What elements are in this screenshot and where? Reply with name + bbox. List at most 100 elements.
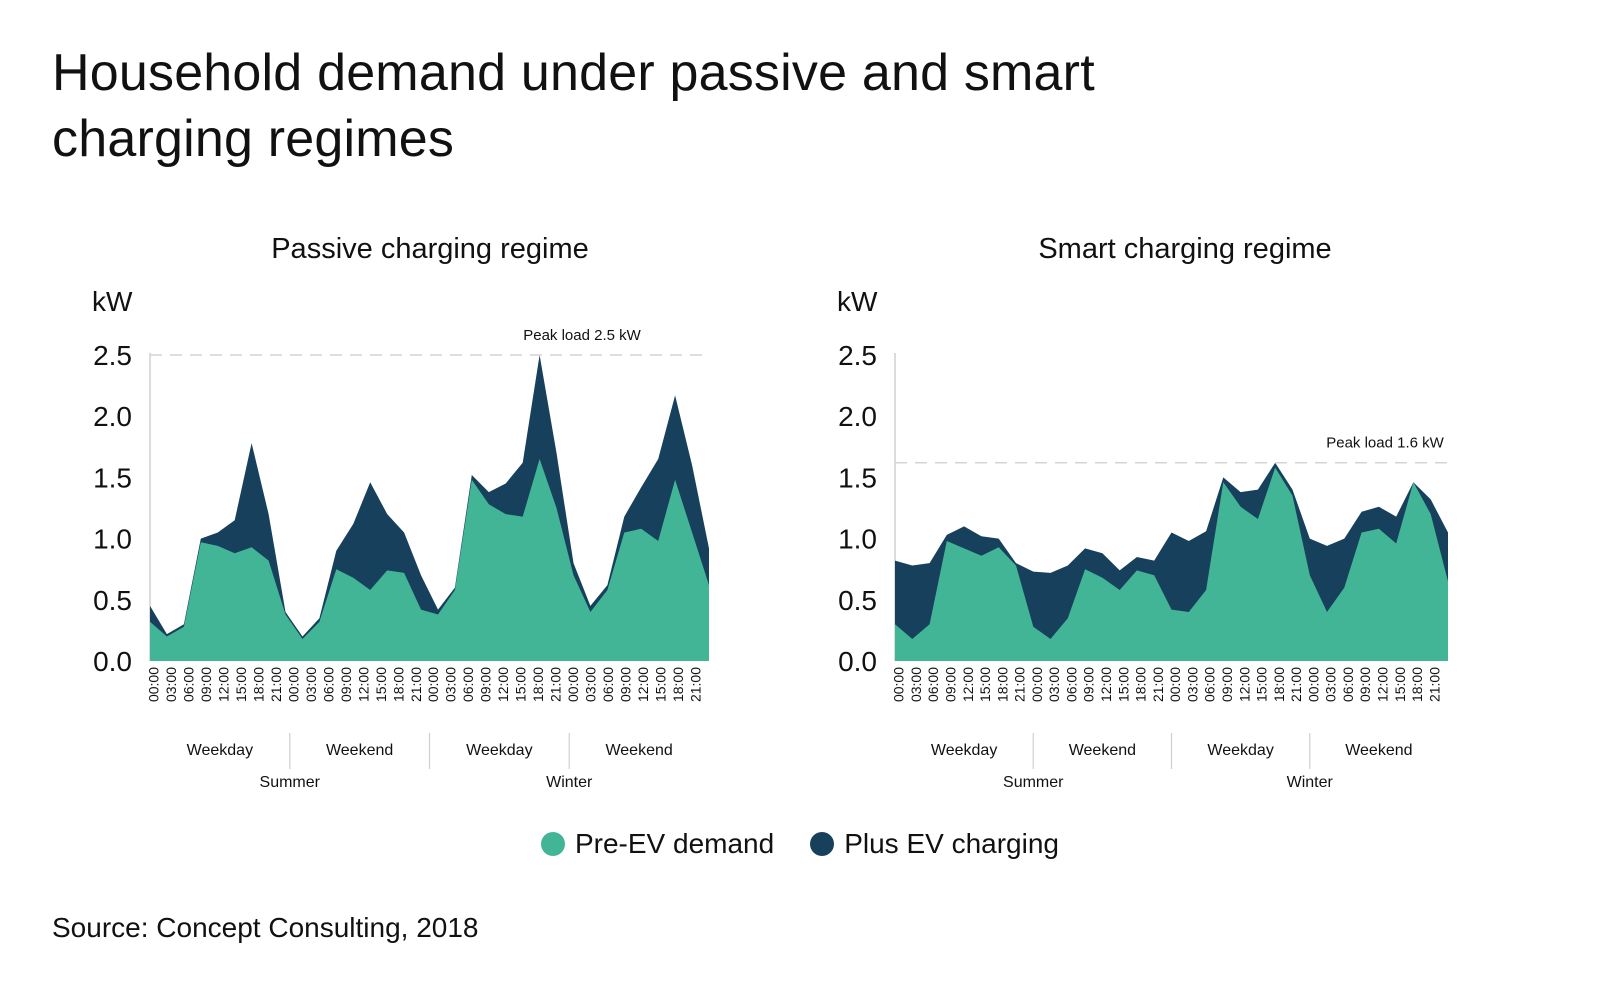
x-tick-label: 09:00 (1219, 667, 1235, 702)
y-tick-label: 2.0 (93, 401, 132, 432)
x-tick-label: 18:00 (994, 667, 1010, 702)
legend-swatch-pre-ev-icon (540, 832, 565, 856)
chart-title: Passive charging regime (271, 233, 589, 265)
x-tick-label: 09:00 (1357, 667, 1373, 702)
legend-swatch-plus-ev-icon (810, 832, 835, 856)
y-tick-label: 0.5 (93, 585, 132, 616)
x-tick-label: 15:00 (373, 667, 389, 702)
area-pre-ev-demand (895, 467, 1448, 661)
chart-svg: kW 0.0 0.5 1.0 1.5 2.0 2.5 Peak load 1.6 kW 00:0… (837, 286, 1448, 791)
x-tick-label: 00:00 (891, 667, 907, 702)
x-tick-label: 21:00 (408, 667, 424, 702)
x-tick-label: 00:00 (1305, 667, 1321, 702)
x-tick-label: 12:00 (1375, 667, 1391, 702)
y-tick-label: 1.0 (93, 524, 132, 555)
area-pre-ev-demand (150, 459, 709, 661)
x-tick-label: 03:00 (1046, 667, 1062, 702)
x-tick-label: 09:00 (198, 667, 214, 702)
x-tick-label: 06:00 (460, 667, 476, 702)
x-tick-label: 06:00 (1340, 667, 1356, 702)
peak-load-annotation: Peak load 2.5 kW (523, 327, 641, 344)
x-tick-label: 03:00 (163, 667, 179, 702)
chart-smart: Smart charging regime kW 0.0 0.5 1.0 1.5 2.0 2… (815, 225, 1555, 805)
x-tick-label: 18:00 (251, 667, 267, 702)
y-tick-label: 2.5 (838, 340, 877, 371)
x-tick-label: 12:00 (1098, 667, 1114, 702)
x-tick-label: 06:00 (1063, 667, 1079, 702)
chart-svg: kW 0.0 0.5 1.0 1.5 2.0 2.5 Peak load 2.5 kW 00:0… (92, 286, 709, 791)
y-tick-label: 0.0 (93, 646, 132, 677)
x-tick-label: 12:00 (960, 667, 976, 702)
group-label: Weekend (326, 742, 393, 759)
x-tick-label: 06:00 (1202, 667, 1218, 702)
x-tick-label: 18:00 (670, 667, 686, 702)
legend-item-plus-ev: Plus EV charging (810, 828, 1059, 860)
x-tick-label: 15:00 (1254, 667, 1270, 702)
x-tick-label: 18:00 (1271, 667, 1287, 702)
x-tick-label: 18:00 (1133, 667, 1149, 702)
peak-load-annotation: Peak load 1.6 kW (1326, 435, 1444, 452)
y-tick-label: 1.0 (838, 524, 877, 555)
x-tick-label: 09:00 (942, 667, 958, 702)
x-tick-label: 15:00 (513, 667, 529, 702)
x-tick-label: 03:00 (443, 667, 459, 702)
x-tick-label: 09:00 (617, 667, 633, 702)
y-tick-label: 1.5 (838, 462, 877, 493)
group-label: Weekday (466, 742, 532, 759)
y-axis-unit: kW (837, 286, 878, 317)
x-tick-label: 09:00 (338, 667, 354, 702)
x-tick-label: 03:00 (1323, 667, 1339, 702)
x-tick-label: 21:00 (268, 667, 284, 702)
x-tick-label: 03:00 (1184, 667, 1200, 702)
y-axis-unit: kW (92, 286, 133, 317)
x-tick-label: 06:00 (925, 667, 941, 702)
x-tick-label: 00:00 (425, 667, 441, 702)
chart-title: Smart charging regime (1038, 233, 1332, 265)
x-tick-label: 06:00 (181, 667, 197, 702)
x-tick-label: 09:00 (478, 667, 494, 702)
x-tick-label: 15:00 (233, 667, 249, 702)
y-tick-label: 0.5 (838, 585, 877, 616)
x-tick-label: 12:00 (1236, 667, 1252, 702)
group-label: Weekday (1207, 742, 1273, 759)
legend-item-pre-ev: Pre-EV demand (540, 828, 774, 860)
x-tick-label: 00:00 (1167, 667, 1183, 702)
x-tick-label: 15:00 (977, 667, 993, 702)
x-tick-label: 03:00 (908, 667, 924, 702)
x-tick-label: 00:00 (1029, 667, 1045, 702)
x-tick-label: 00:00 (565, 667, 581, 702)
chart-passive: Passive charging regime kW 0.0 0.5 1.0 1.5 2.… (60, 225, 800, 805)
x-tick-label: 21:00 (1150, 667, 1166, 702)
season-label: Summer (1003, 774, 1064, 791)
x-tick-label: 15:00 (1392, 667, 1408, 702)
x-tick-label: 00:00 (285, 667, 301, 702)
y-tick-label: 1.5 (93, 462, 132, 493)
season-label: Winter (1287, 774, 1334, 791)
x-tick-label: 18:00 (390, 667, 406, 702)
x-tick-label: 21:00 (1426, 667, 1442, 702)
group-label: Weekday (187, 742, 253, 759)
x-tick-label: 21:00 (548, 667, 564, 702)
group-label: Weekday (931, 742, 997, 759)
y-tick-label: 0.0 (838, 646, 877, 677)
x-tick-label: 06:00 (600, 667, 616, 702)
y-tick-label: 2.0 (838, 401, 877, 432)
page-title: Household demand under passive and smart… (52, 44, 1095, 168)
group-label: Weekend (1345, 742, 1412, 759)
x-tick-label: 12:00 (355, 667, 371, 702)
x-tick-label: 12:00 (635, 667, 651, 702)
legend-label: Plus EV charging (844, 828, 1059, 859)
group-label: Weekend (1069, 742, 1136, 759)
x-tick-label: 03:00 (303, 667, 319, 702)
x-tick-label: 06:00 (320, 667, 336, 702)
x-tick-label: 21:00 (1288, 667, 1304, 702)
x-tick-label: 12:00 (216, 667, 232, 702)
x-tick-label: 18:00 (530, 667, 546, 702)
x-tick-label: 15:00 (1115, 667, 1131, 702)
x-tick-label: 21:00 (687, 667, 703, 702)
x-tick-label: 18:00 (1409, 667, 1425, 702)
y-tick-label: 2.5 (93, 340, 132, 371)
legend: Pre-EV demand Plus EV charging (0, 828, 1600, 860)
x-tick-label: 03:00 (582, 667, 598, 702)
x-tick-label: 15:00 (652, 667, 668, 702)
